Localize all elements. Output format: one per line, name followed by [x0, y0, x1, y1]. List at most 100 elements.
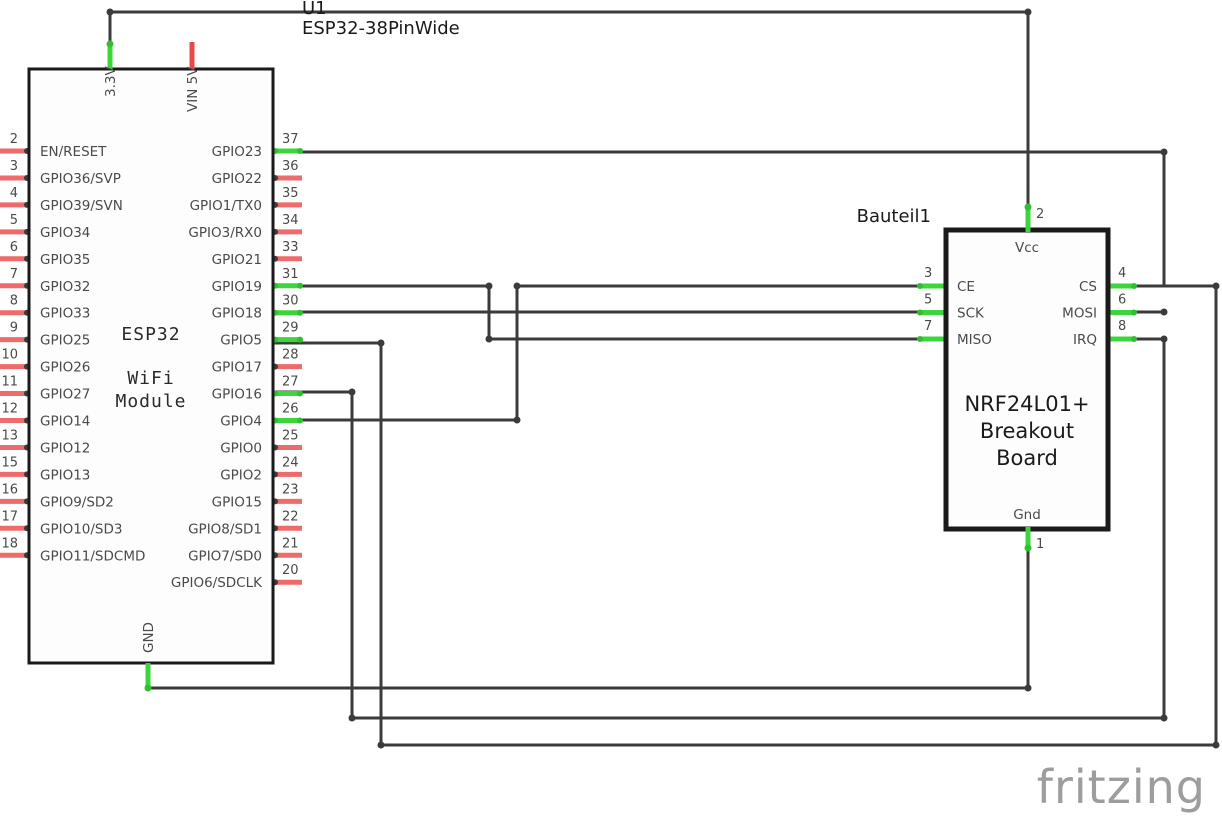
esp32-right-pin-label: GPIO16 — [212, 387, 262, 403]
esp32-left-pin-label: GPIO27 — [40, 387, 90, 403]
esp32-right-pin-num: 27 — [282, 375, 299, 390]
esp32-right-pin-label: GPIO3/RX0 — [188, 225, 262, 241]
nrf24-left-pin-num: 5 — [924, 293, 932, 308]
esp32-left-pin-label: GPIO33 — [40, 306, 90, 322]
esp32-right-pin-label: GPIO18 — [212, 306, 262, 322]
esp32-left-pin-label: GPIO14 — [40, 414, 90, 430]
esp32-left-pin-num: 16 — [1, 482, 18, 497]
esp32-left-pin-num: 9 — [10, 321, 18, 336]
esp32-left-pin-label: GPIO35 — [40, 252, 90, 268]
esp32-right-pin-num: 22 — [282, 509, 299, 524]
esp32-right-pin-label: GPIO17 — [212, 360, 262, 376]
esp32-part-name-label: ESP32-38PinWide — [302, 18, 460, 39]
nrf24-pin-label-vcc: Vcc — [1015, 240, 1039, 256]
nrf24-title-line-2: Breakout — [980, 419, 1074, 443]
esp32-ground-pin[interactable] — [144, 663, 152, 692]
esp32-right-pin-num: 21 — [282, 536, 299, 551]
nrf24-power-pins[interactable] — [1024, 203, 1032, 552]
esp32-center-label-3: Module — [115, 391, 186, 412]
wire-net-miso[interactable] — [271, 282, 948, 424]
nrf24-body[interactable] — [943, 227, 1111, 532]
esp32-left-pin-num: 13 — [1, 428, 18, 443]
esp32-right-pin-label: GPIO7/SD0 — [188, 548, 262, 564]
nrf24-pin-legs — [917, 283, 1137, 342]
esp32-left-pin-num: 11 — [1, 375, 18, 390]
esp32-left-pin-label: GPIO34 — [40, 225, 90, 241]
nrf24-right-pin-num: 6 — [1118, 293, 1126, 308]
esp32-left-pin-num: 8 — [10, 294, 18, 309]
wire-net-3v3[interactable] — [106, 8, 1032, 232]
nrf24-right-pin-label: CS — [1079, 279, 1097, 295]
wire-net-cs[interactable] — [271, 148, 1220, 749]
esp32-left-pin-num: 18 — [1, 536, 18, 551]
esp32-right-pin-num: 36 — [282, 159, 299, 174]
esp32-left-pin-label: GPIO12 — [40, 440, 90, 456]
esp32-left-pin-label: GPIO9/SD2 — [40, 494, 114, 510]
esp32-ref-label: U1 — [302, 0, 327, 19]
esp32-right-pin-num: 29 — [282, 321, 299, 336]
esp32-right-pin-label: GPIO8/SD1 — [188, 521, 262, 537]
esp32-left-pin-num: 6 — [10, 240, 18, 255]
esp32-pin-texts: 2 EN/RESET 3 GPIO36/SVP 4 GPIO39/SVN 5 GPIO34 6 G… — [1, 132, 298, 591]
esp32-left-pin-label: GPIO26 — [40, 360, 90, 376]
esp32-left-pin-num: 10 — [1, 348, 18, 363]
nrf24-pin-num-vcc: 2 — [1036, 207, 1044, 222]
esp32-right-pin-label: GPIO19 — [212, 279, 262, 295]
esp32-right-pin-num: 31 — [282, 267, 299, 282]
esp32-right-pin-label: GPIO23 — [212, 144, 262, 160]
esp32-right-pin-label: GPIO0 — [220, 440, 262, 456]
esp32-left-pin-num: 5 — [10, 213, 18, 228]
nrf24-right-pin-label: IRQ — [1073, 332, 1097, 348]
esp32-left-pin-num: 4 — [10, 186, 18, 201]
esp32-right-pin-num: 24 — [282, 455, 299, 470]
nrf24-left-pin-num: 3 — [924, 266, 932, 281]
esp32-right-pin-label: GPIO5 — [220, 333, 262, 349]
esp32-pin-label-vin5v: VIN 5V — [185, 66, 201, 112]
esp32-power-pins[interactable] — [106, 40, 195, 70]
esp32-right-pin-label: GPIO6/SDCLK — [171, 575, 263, 591]
nrf24-title-line-1: NRF24L01+ — [964, 392, 1089, 416]
wire-net-gnd[interactable] — [146, 546, 1032, 692]
esp32-left-pin-label: GPIO13 — [40, 467, 90, 483]
esp32-left-pin-num: 17 — [1, 509, 18, 524]
nrf24-right-pin-label: MOSI — [1062, 306, 1097, 322]
fritzing-logo: fritzing — [1036, 760, 1206, 814]
esp32-right-pin-num: 23 — [282, 482, 299, 497]
esp32-right-pin-label: GPIO15 — [212, 494, 262, 510]
esp32-right-pin-num: 26 — [282, 402, 299, 417]
esp32-center-label-2: WiFi — [127, 368, 174, 389]
esp32-pin-label-gnd: GND — [141, 622, 157, 653]
esp32-right-pin-num: 37 — [282, 132, 299, 147]
wire-net-irq[interactable] — [271, 335, 1168, 722]
nrf24-ref-label: Bauteil1 — [857, 206, 931, 227]
nrf24-left-pin-label: MISO — [957, 332, 992, 348]
esp32-left-pin-label: GPIO32 — [40, 279, 90, 295]
esp32-right-pin-num: 25 — [282, 428, 299, 443]
esp32-right-pin-num: 30 — [282, 294, 299, 309]
esp32-center-label-1: ESP32 — [121, 324, 180, 345]
esp32-right-pin-num: 35 — [282, 186, 299, 201]
esp32-left-pin-num: 2 — [10, 132, 18, 147]
nrf24-left-pin-label: SCK — [957, 306, 985, 322]
esp32-left-pin-label: GPIO36/SVP — [40, 171, 121, 187]
nrf24-pin-num-gnd: 1 — [1036, 537, 1044, 552]
nrf24-left-pin-num: 7 — [924, 319, 932, 334]
esp32-left-pin-label: EN/RESET — [40, 144, 107, 160]
nrf24-pin-texts: 3 CE 5 SCK 7 MISO 4 CS 6 MOSI 8 IRQ — [924, 266, 1126, 348]
esp32-pin-label-3v3: 3.3V — [103, 66, 119, 97]
nrf24-right-pin-num: 4 — [1118, 266, 1126, 281]
esp32-right-pin-label: GPIO1/TX0 — [190, 198, 262, 214]
esp32-right-pin-num: 33 — [282, 240, 299, 255]
esp32-left-pin-num: 3 — [10, 159, 18, 174]
esp32-body[interactable] — [27, 67, 275, 665]
nrf24-right-pin-num: 8 — [1118, 319, 1126, 334]
esp32-left-pin-num: 12 — [1, 402, 18, 417]
esp32-left-pin-label: GPIO25 — [40, 333, 90, 349]
nrf24-pin-label-gnd: Gnd — [1013, 507, 1041, 523]
esp32-left-pin-num: 15 — [1, 455, 18, 470]
esp32-right-pin-label: GPIO2 — [220, 467, 262, 483]
esp32-left-pin-num: 7 — [10, 267, 18, 282]
esp32-right-pin-label: GPIO21 — [212, 252, 262, 268]
esp32-right-pin-label: GPIO4 — [220, 414, 262, 430]
